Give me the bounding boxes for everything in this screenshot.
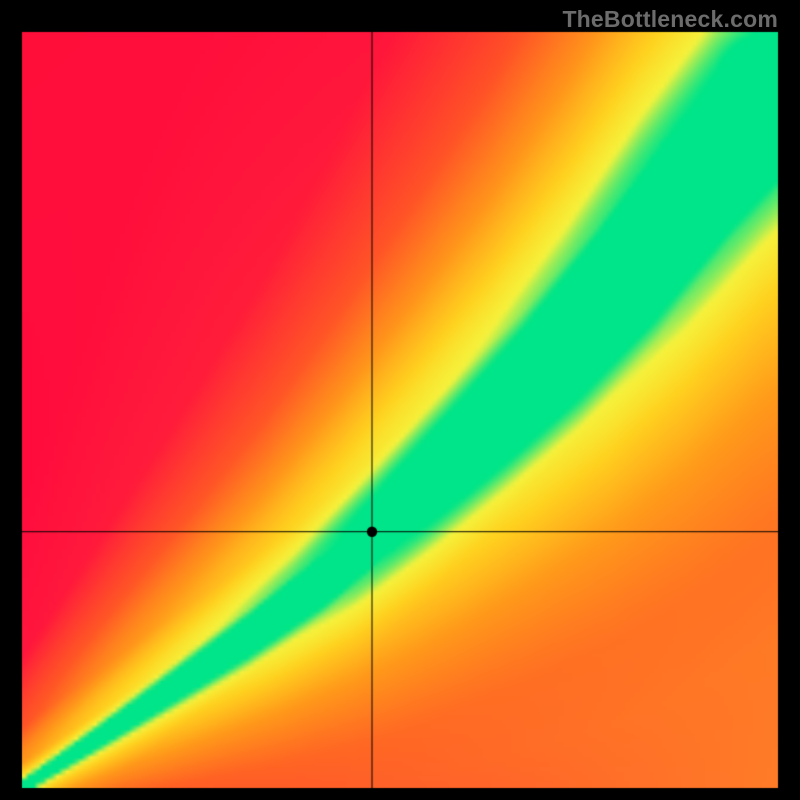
bottleneck-heatmap: [0, 0, 800, 800]
watermark-text: TheBottleneck.com: [562, 6, 778, 33]
chart-container: TheBottleneck.com: [0, 0, 800, 800]
